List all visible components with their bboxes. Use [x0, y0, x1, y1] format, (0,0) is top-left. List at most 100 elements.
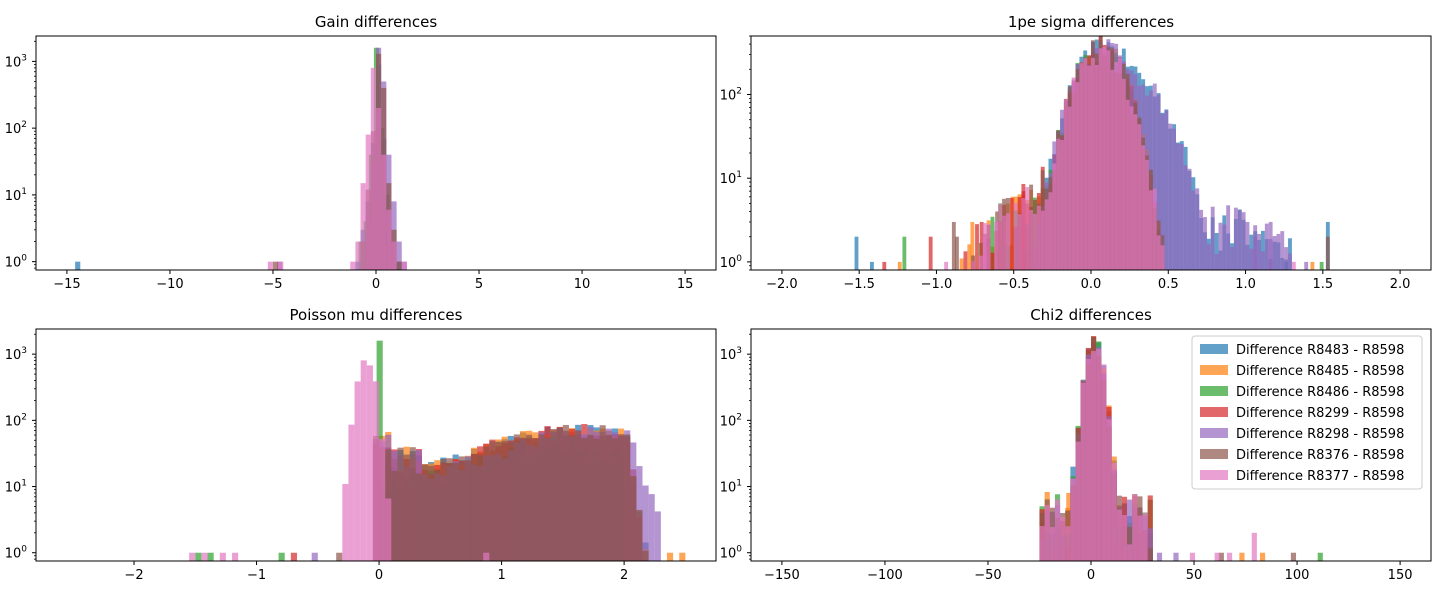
- hist-bar-R8377: [1118, 58, 1122, 270]
- hist-bar-R8377: [1029, 210, 1034, 270]
- hist-bar-R8486: [207, 552, 214, 561]
- hist-bar-R8298: [1257, 233, 1261, 270]
- hist-bar-R8376: [617, 434, 625, 561]
- hist-bar-R8377: [201, 552, 208, 561]
- subplot-title: Chi2 differences: [1030, 306, 1152, 324]
- x-tick-label: 15: [677, 277, 694, 292]
- hist-bar-R8298: [1156, 94, 1161, 270]
- hist-bar-R8376: [415, 473, 422, 561]
- hist-bar-R8377: [1132, 494, 1138, 561]
- hist-bar-R8298: [1249, 248, 1254, 270]
- hist-bar-R8298: [1261, 251, 1265, 270]
- hist-bar-R8298: [1288, 253, 1292, 270]
- hist-bar-R8298: [1272, 236, 1277, 270]
- hist-bar-R8376: [951, 221, 956, 270]
- hist-bar-R8377: [1071, 77, 1076, 270]
- hist-bar-R8377: [365, 134, 371, 270]
- legend-frame: [1191, 335, 1423, 490]
- hist-bar-R8377: [342, 483, 349, 561]
- hist-bar-R8377: [1006, 213, 1010, 270]
- legend-label-R8299: Difference R8299 - R8598: [1236, 406, 1404, 421]
- hist-bar-R8298: [1199, 209, 1204, 270]
- x-tick-label: −2: [124, 568, 143, 583]
- legend-swatch-R8299: [1200, 407, 1228, 417]
- hist-bar-R8377: [1121, 515, 1128, 561]
- hist-bar-R8377: [1102, 46, 1107, 270]
- hist-bar-R8298: [1226, 205, 1231, 270]
- hist-bar-R8377: [1075, 82, 1080, 270]
- hist-bar-R8299: [290, 552, 297, 561]
- subplot-1: Gain differences −15 −10 −5 0 5 10 15 100 101 102 1…: [5, 13, 717, 292]
- hist-bar-R8377: [1145, 159, 1149, 270]
- axes-frame: [35, 328, 717, 562]
- hist-bar-R8377: [1021, 198, 1026, 270]
- y-tick-label: 102: [5, 120, 27, 137]
- hist-bar-R8298: [1276, 233, 1281, 270]
- hist-bar-R8298: [1183, 165, 1188, 270]
- hist-bar-R8298: [1147, 528, 1153, 561]
- hist-bar-R8377: [978, 255, 983, 270]
- hist-bar-R8376: [272, 261, 279, 270]
- hist-bar-R8377: [1091, 57, 1095, 270]
- hist-bar-R8485: [959, 258, 964, 270]
- hist-bar-R8377: [1214, 552, 1220, 561]
- hist-bar-R8376: [428, 466, 435, 561]
- hist-bar-R8485: [666, 552, 674, 561]
- hist-bar-R8376: [532, 438, 539, 561]
- hist-bar-R8299: [975, 224, 979, 270]
- hist-bar-R8376: [544, 437, 551, 561]
- y-tick-label: 101: [5, 187, 27, 204]
- hist-bar-R8377: [483, 552, 490, 561]
- hist-bar-R8298: [1179, 143, 1184, 270]
- hist-bar-R8376: [581, 438, 588, 561]
- hist-bar-R8377: [1017, 214, 1022, 270]
- hist-bar-R8377: [386, 209, 392, 270]
- hist-bar-R8377: [360, 360, 367, 561]
- hist-bar-R8377: [1110, 69, 1115, 270]
- hist-bar-R8298: [1237, 210, 1242, 270]
- hist-bar-R8485: [897, 261, 902, 270]
- hist-bar-R8376: [446, 458, 453, 561]
- hist-bar-R8377: [1013, 203, 1018, 270]
- hist-bar-R8376: [605, 434, 612, 561]
- hist-bar-R8483: [1261, 230, 1265, 270]
- hist-bar-R8298: [1264, 223, 1269, 270]
- y-tick-label: 102: [5, 412, 27, 429]
- hist-bar-R8298: [1268, 221, 1273, 270]
- hist-bar-R8486: [195, 552, 202, 561]
- hist-bar-R8376: [421, 464, 429, 561]
- x-tick-label: 10: [574, 277, 591, 292]
- hist-bar-R8376: [501, 440, 508, 561]
- legend-swatch-R8483: [1200, 344, 1228, 354]
- hist-bar-R8377: [1152, 188, 1157, 270]
- x-tick-label: 0: [375, 568, 383, 583]
- hist-bar-R8377: [1137, 124, 1142, 270]
- hist-bar-R8377: [1040, 210, 1045, 270]
- hist-bar-R8485: [1259, 552, 1266, 561]
- hist-bar-R8377: [401, 261, 407, 270]
- subplot-title: 1pe sigma differences: [1008, 13, 1174, 31]
- legend-swatch-R8377: [1200, 470, 1228, 480]
- hist-bar-R8376: [568, 435, 576, 561]
- hist-bar-R8376: [1290, 552, 1297, 561]
- hist-bar-R8376: [642, 550, 649, 561]
- y-tick-label: 100: [5, 254, 28, 271]
- hist-bar-R8377: [385, 498, 392, 561]
- hist-bar-R8485: [679, 552, 686, 561]
- hist-bar-R8298: [1156, 552, 1163, 561]
- x-tick-label: 1: [497, 568, 505, 583]
- hist-bar-R8377: [1227, 552, 1233, 561]
- y-tick-label: 101: [720, 479, 742, 496]
- hist-bar-R8486: [1317, 552, 1323, 561]
- legend-label-R8483: Difference R8483 - R8598: [1236, 343, 1404, 358]
- hist-bar-R8377: [350, 261, 356, 270]
- subplot-4: Chi2 differences −150 −100 −50 0 50 100 150 100 1…: [720, 306, 1432, 583]
- hist-bar-R8298: [1195, 188, 1200, 270]
- hist-bar-R8377: [1083, 58, 1088, 270]
- histogram-bars: [1039, 336, 1323, 561]
- hist-bar-R8377: [1052, 163, 1057, 270]
- hist-bar-R8298: [1187, 168, 1192, 270]
- hist-bar-R8377: [1044, 505, 1050, 561]
- hist-bar-R8377: [219, 552, 226, 561]
